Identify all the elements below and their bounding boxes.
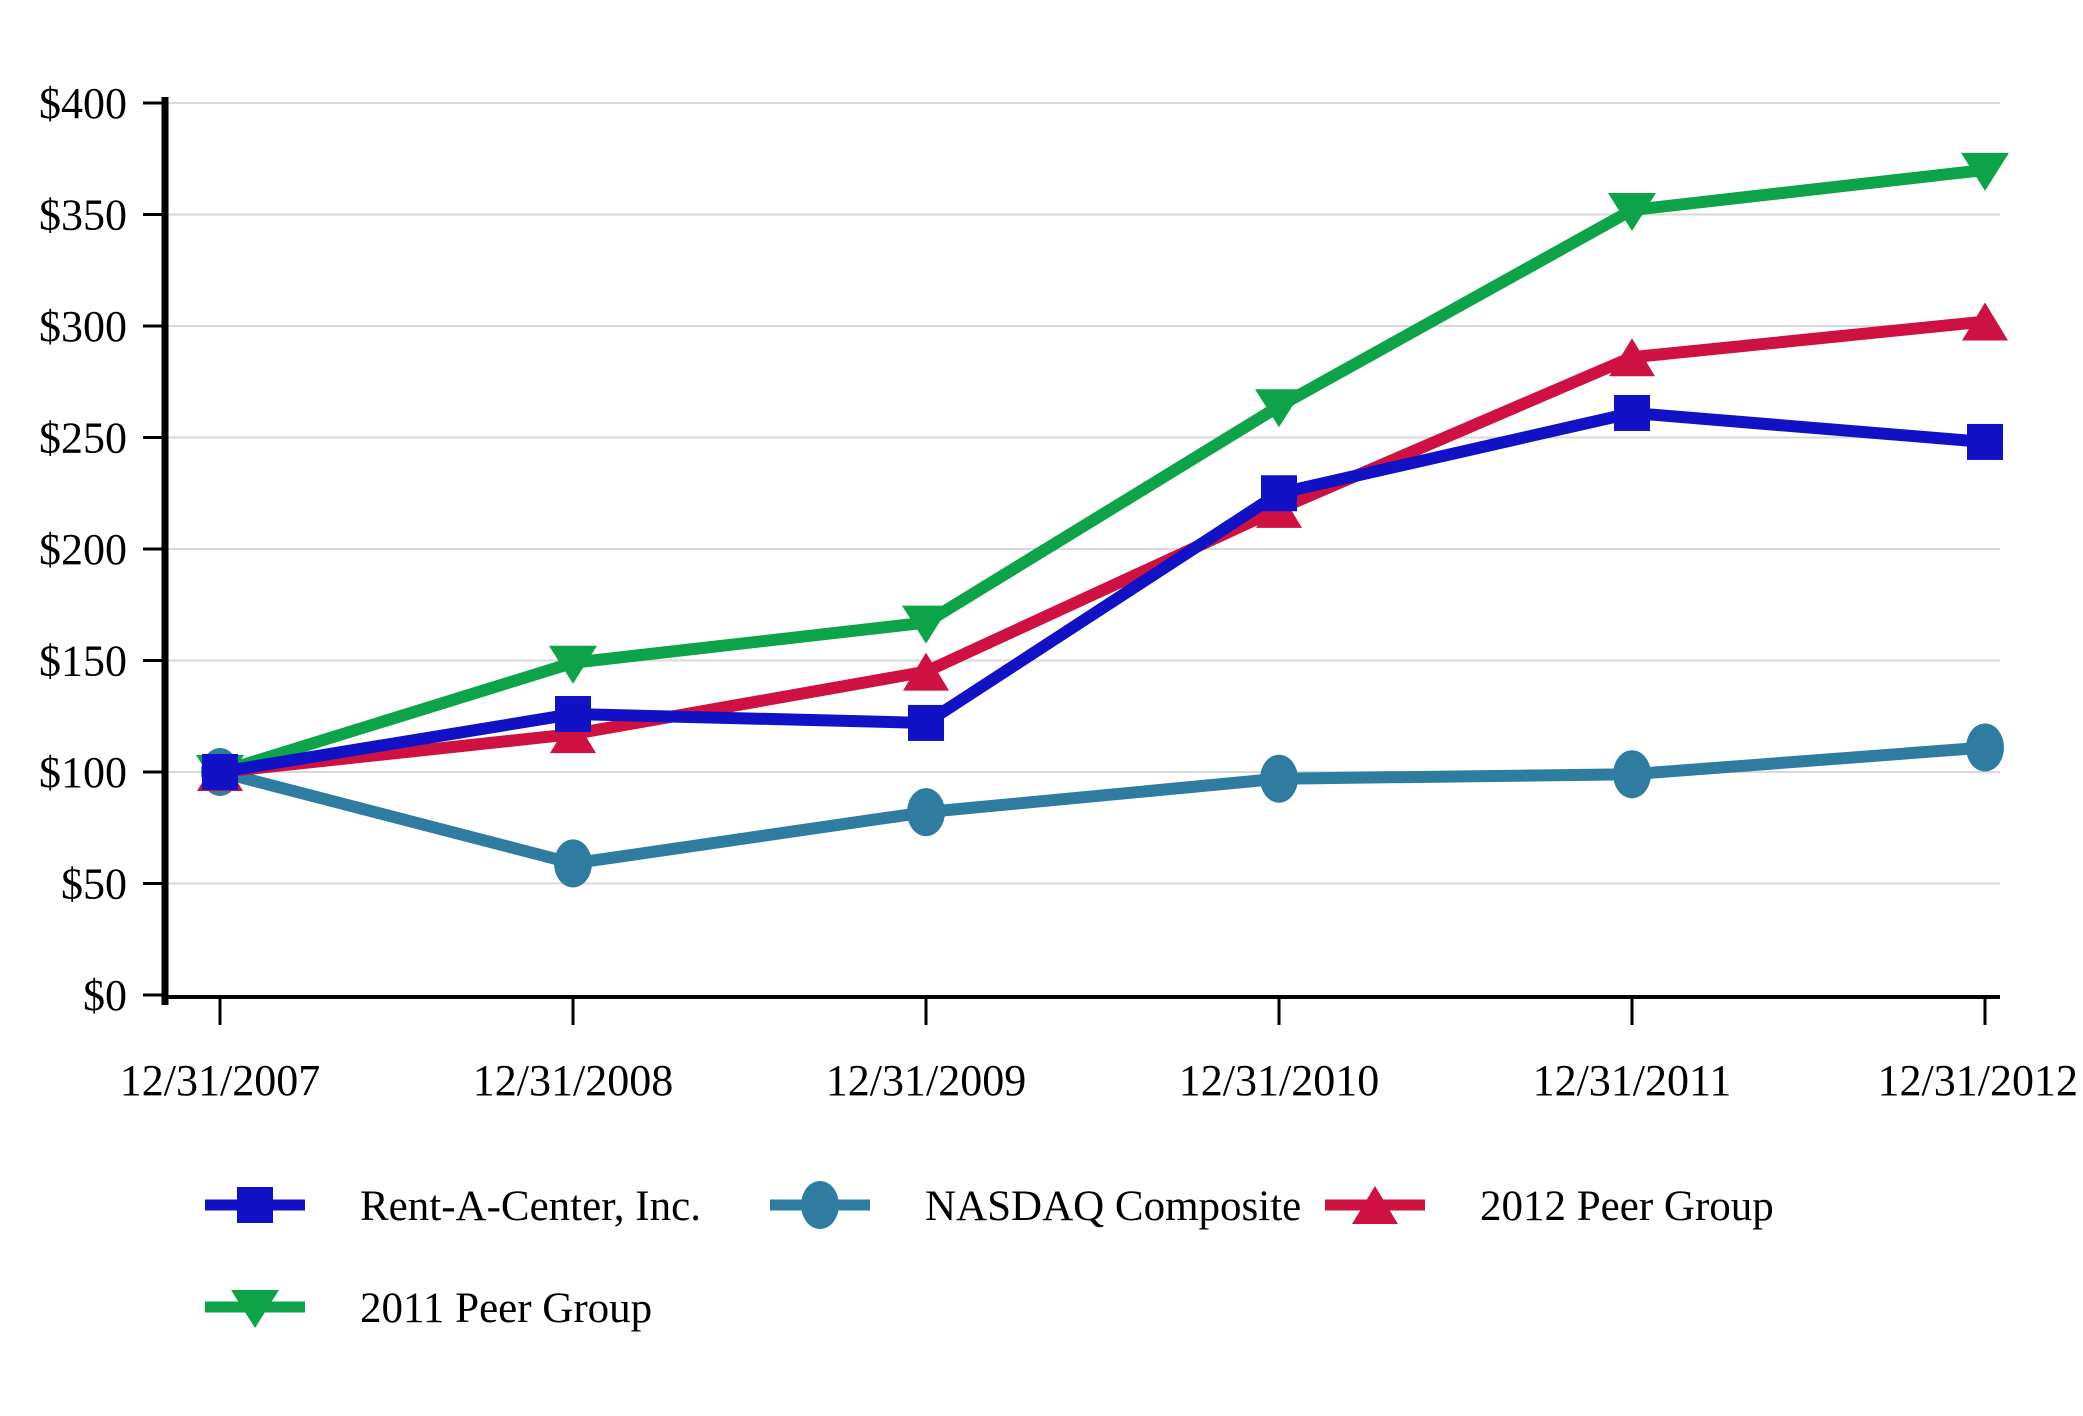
x-axis-tick-label: 12/31/2011: [1533, 1056, 1732, 1105]
series-marker-triangle-up: [550, 715, 596, 754]
series-marker-triangle-up: [1609, 338, 1655, 377]
series-marker-square: [908, 704, 944, 741]
y-axis-tick-label: $200: [39, 525, 127, 574]
series-line-2011-peer-group: [218, 163, 1986, 778]
y-axis-tick-label: $400: [39, 79, 127, 128]
legend-label: 2012 Peer Group: [1480, 1183, 1774, 1230]
series-line-nasdaq-composite: [218, 741, 1986, 870]
x-axis-tick-label: 12/31/2008: [473, 1056, 673, 1105]
series-marker-circle: [1613, 750, 1651, 799]
series-marker-circle: [907, 788, 945, 837]
series-marker-triangle-down: [1961, 152, 2009, 191]
series-marker-triangle-up: [1962, 302, 2008, 341]
series-marker-triangle-up: [903, 652, 949, 691]
series-marker-circle: [554, 839, 592, 888]
y-axis-tick-label: $300: [39, 302, 127, 351]
series-marker-triangle-down: [902, 605, 950, 644]
series-marker-square: [202, 754, 238, 790]
series-marker-square: [555, 696, 591, 733]
series-marker-triangle-down: [549, 645, 597, 684]
series-marker-triangle-down: [1608, 193, 1656, 232]
x-axis-tick-label: 12/31/2009: [826, 1056, 1026, 1105]
series-line-rent-a-center-inc-: [219, 406, 1986, 778]
series-marker-square: [1967, 423, 2003, 460]
series-marker-square: [1261, 475, 1297, 512]
series-marker-circle: [1966, 723, 2004, 772]
legend-label: NASDAQ Composite: [925, 1183, 1301, 1230]
legend-marker-triangle-up: [1352, 1186, 1398, 1224]
series-line-2012-peer-group: [219, 315, 1986, 778]
legend-label: 2011 Peer Group: [360, 1285, 652, 1332]
y-axis-tick-label: $150: [39, 637, 127, 686]
legend-label: Rent-A-Center, Inc.: [360, 1183, 701, 1230]
series-marker-square: [1614, 394, 1650, 431]
legend-marker-square: [237, 1187, 273, 1223]
y-axis-tick-label: $350: [39, 191, 127, 240]
legend-marker-triangle-down: [231, 1290, 279, 1328]
x-axis-tick-label: 12/31/2007: [120, 1056, 320, 1105]
y-axis-tick-label: $100: [39, 748, 127, 797]
x-axis-tick-label: 12/31/2010: [1179, 1056, 1379, 1105]
series-marker-circle: [1260, 754, 1298, 803]
legend-marker-circle: [801, 1181, 839, 1229]
y-axis-tick-label: $0: [83, 971, 127, 1020]
series-marker-triangle-down: [1255, 389, 1303, 428]
x-axis-tick-label: 12/31/2012: [1878, 1056, 2078, 1105]
y-axis-tick-label: $250: [39, 414, 127, 463]
y-axis-tick-label: $50: [61, 860, 127, 909]
